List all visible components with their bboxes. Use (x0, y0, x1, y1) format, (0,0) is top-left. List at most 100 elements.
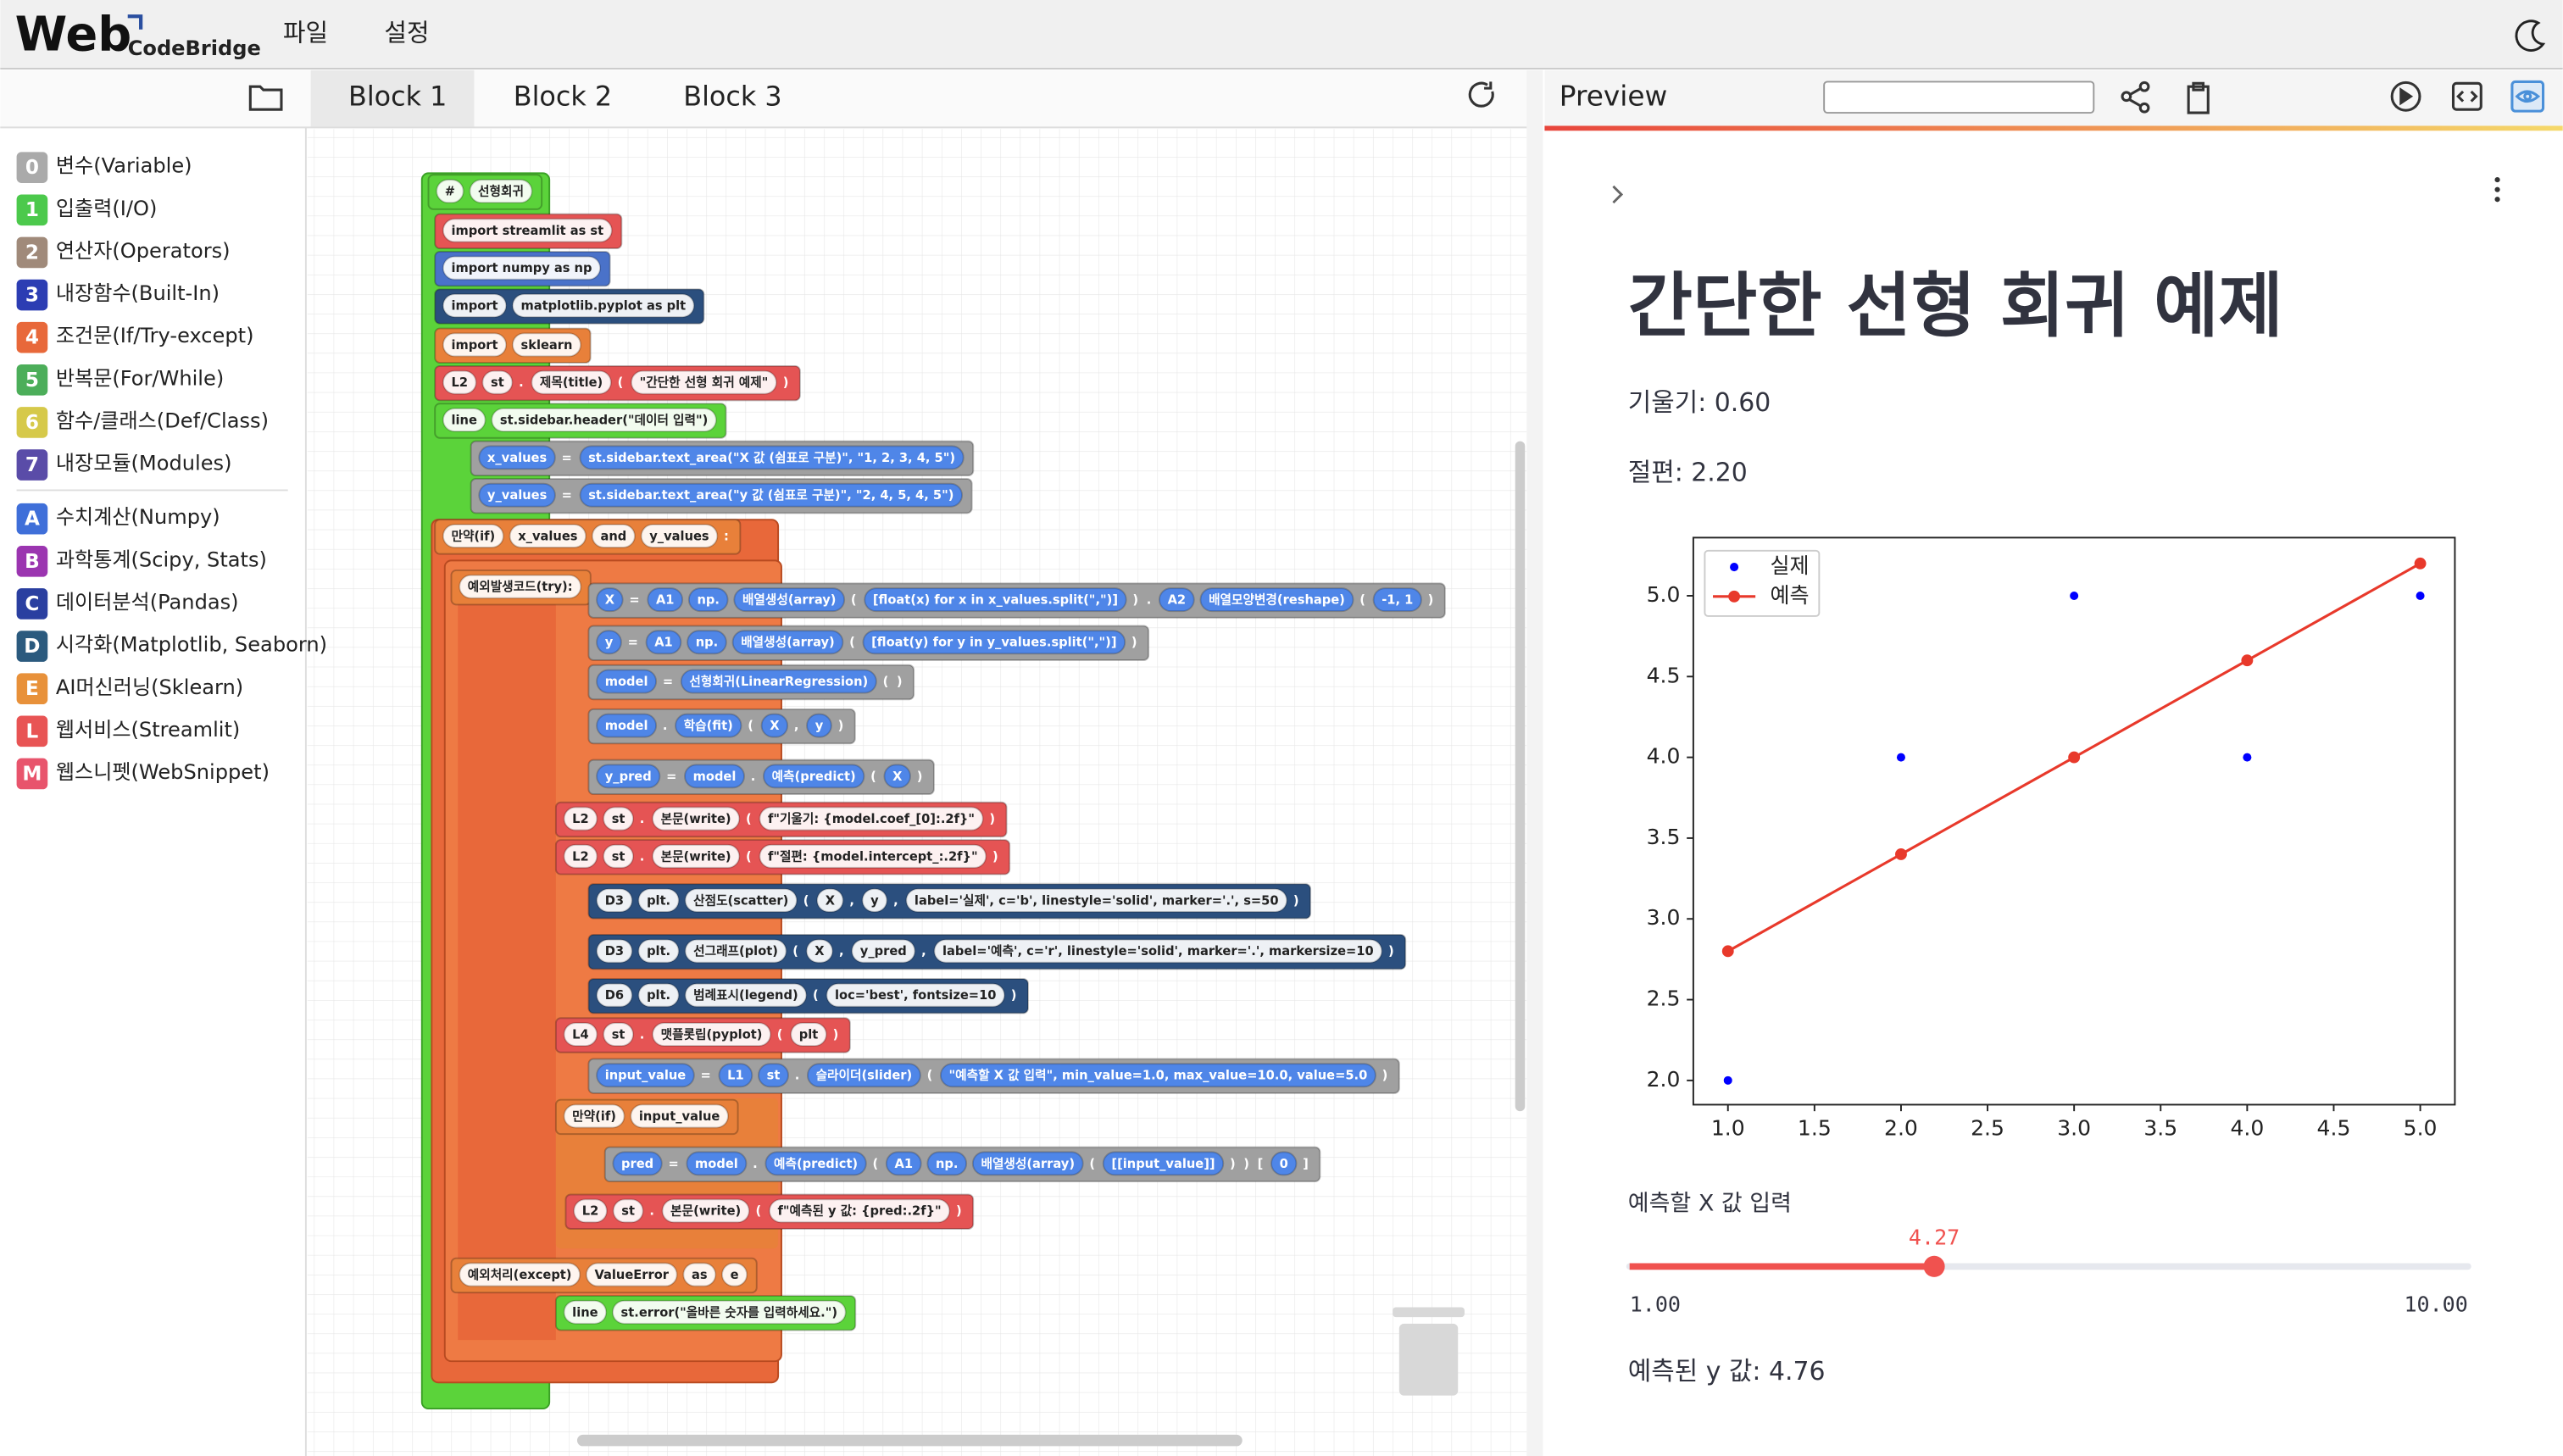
token-pill[interactable] (861, 887, 888, 913)
block-token[interactable]: np. (696, 636, 718, 650)
category-badge[interactable] (16, 503, 48, 535)
tab[interactable]: Block 1 (348, 81, 447, 113)
block-token[interactable]: 만약(if) (572, 1109, 616, 1124)
block-token[interactable]: [ (1258, 1157, 1264, 1171)
token-pill[interactable] (511, 293, 695, 319)
block-token[interactable]: plt. (647, 944, 670, 959)
block-token[interactable]: model (605, 719, 648, 733)
code-block[interactable]: X = A1 np. 배열생성(array) ([float(x) for x in x_… (587, 582, 1446, 619)
token-pill[interactable] (469, 179, 533, 204)
token-pill[interactable] (640, 523, 719, 548)
block-token[interactable]: ValueError (594, 1268, 669, 1282)
block-token[interactable]: input_value (605, 1069, 687, 1083)
block-token[interactable]: "예측할 X 값 입력", min_value=1.0, max_value=1… (949, 1068, 1368, 1083)
token-pill[interactable] (637, 938, 680, 964)
block-token[interactable]: # (445, 185, 455, 199)
menu-item[interactable]: 설정 (384, 18, 429, 47)
token-pill[interactable] (603, 1022, 635, 1047)
block-token[interactable]: as (692, 1268, 708, 1282)
block-token[interactable]: loc='best', fontsize=10 (835, 988, 996, 1003)
token-pill[interactable] (442, 255, 602, 281)
code-block[interactable]: 만약(if) x_values and y_values: (434, 519, 742, 555)
block-token[interactable]: , (893, 893, 898, 908)
block-token[interactable]: , (921, 944, 926, 959)
category-badge[interactable] (16, 588, 48, 620)
block-token[interactable]: 선형회귀(LinearRegression) (689, 675, 868, 689)
block-token[interactable]: = (666, 770, 676, 784)
token-pill[interactable] (612, 1151, 663, 1176)
code-icon[interactable] (2451, 81, 2482, 111)
tab[interactable]: Block 3 (683, 81, 781, 113)
block-token[interactable]: ( (873, 1157, 879, 1171)
code-block[interactable]: model. 학습(fit) (X, y) (587, 708, 856, 745)
block-token[interactable]: -1, 1 (1382, 593, 1413, 608)
block-token[interactable]: 맷플롯립(pyplot) (661, 1027, 763, 1042)
block-token[interactable]: f"예측된 y 값: {pred:.2f}" (778, 1203, 942, 1219)
block-token[interactable]: ( (803, 893, 809, 908)
block-token[interactable]: . (649, 1204, 654, 1219)
block-token[interactable]: 0 (1280, 1157, 1288, 1171)
token-pill[interactable] (509, 523, 587, 548)
category-label[interactable]: 시각화(Matplotlib, Seaborn) (56, 633, 327, 657)
code-block[interactable]: D3 plt. 선그래프(plot) (X, y_pred, label='예측', c=… (587, 933, 1407, 970)
category-label[interactable]: 입출력(I/O) (56, 197, 158, 220)
view-icon[interactable] (2510, 80, 2545, 113)
token-pill[interactable] (652, 1022, 772, 1047)
block-token[interactable]: A2 (1168, 593, 1187, 608)
token-pill[interactable] (806, 713, 832, 738)
category-badge[interactable] (16, 673, 48, 705)
token-pill[interactable] (1102, 1151, 1225, 1176)
token-pill[interactable] (826, 982, 1006, 1008)
category-label[interactable]: 내장함수(Built-In) (56, 281, 220, 305)
block-token[interactable]: 본문(write) (661, 849, 731, 864)
block-token[interactable]: st.error("올바른 숫자를 입력하세요.") (621, 1304, 837, 1320)
block-token[interactable]: matplotlib.pyplot as plt (521, 299, 687, 314)
code-block[interactable]: import streamlit as st (434, 213, 623, 250)
token-pill[interactable] (511, 332, 582, 358)
block-token[interactable]: , (849, 893, 854, 908)
block-token[interactable]: 선형회귀 (478, 185, 524, 199)
block-token[interactable]: ) (1388, 944, 1394, 959)
block-token[interactable]: label='예측', c='r', linestyle='solid', ma… (942, 944, 1374, 959)
code-block[interactable]: line st.error("올바른 숫자를 입력하세요.") (554, 1295, 857, 1331)
code-block[interactable]: 예외처리(except) ValueError as e (450, 1257, 758, 1294)
token-pill[interactable] (585, 1262, 678, 1287)
block-token[interactable]: ( (849, 636, 855, 650)
token-pill[interactable] (563, 1022, 598, 1047)
block-token[interactable]: model (695, 1157, 738, 1171)
block-token[interactable]: 예측(predict) (772, 770, 856, 784)
block-token[interactable]: f"기울기: {model.coef_[0]:.2f}" (768, 812, 975, 826)
token-pill[interactable] (816, 887, 844, 913)
token-pill[interactable] (661, 1198, 750, 1224)
category-badge[interactable] (16, 631, 48, 662)
block-token[interactable]: ( (883, 675, 889, 689)
block-token[interactable]: , (794, 719, 799, 733)
category-label[interactable]: 함수/클래스(Def/Class) (56, 408, 269, 432)
category-badge[interactable] (16, 321, 48, 353)
block-token[interactable]: 배열생성(array) (741, 635, 835, 650)
token-pill[interactable] (764, 1151, 867, 1176)
block-token[interactable]: 배열모양변경(reshape) (1209, 592, 1345, 608)
block-token[interactable]: ) (838, 719, 844, 733)
block-token[interactable]: [float(x) for x in x_values.split(",")] (873, 593, 1118, 608)
token-pill[interactable] (637, 887, 680, 913)
category-badge[interactable] (16, 546, 48, 577)
block-token[interactable]: 범례표시(legend) (693, 988, 798, 1003)
token-pill[interactable] (926, 1151, 968, 1176)
block-token[interactable]: = (562, 451, 572, 465)
block-token[interactable]: label='실제', c='b', linestyle='solid', ma… (915, 893, 1279, 908)
block-token[interactable]: D3 (605, 893, 624, 908)
token-pill[interactable] (758, 1063, 789, 1088)
block-token[interactable]: y (870, 893, 879, 908)
token-pill[interactable] (591, 523, 636, 548)
category-badge[interactable] (16, 364, 48, 396)
menu-item[interactable]: 파일 (283, 18, 328, 47)
category-badge[interactable] (16, 449, 48, 481)
block-token[interactable]: ) (956, 1204, 962, 1219)
block-token[interactable]: plt (799, 1027, 819, 1042)
token-pill[interactable] (805, 938, 834, 964)
token-pill[interactable] (579, 445, 965, 470)
token-pill[interactable] (684, 938, 787, 964)
block-token[interactable]: import streamlit as st (451, 224, 603, 238)
code-block[interactable]: L4 st. 맷플롯립(pyplot) (plt) (554, 1017, 851, 1053)
